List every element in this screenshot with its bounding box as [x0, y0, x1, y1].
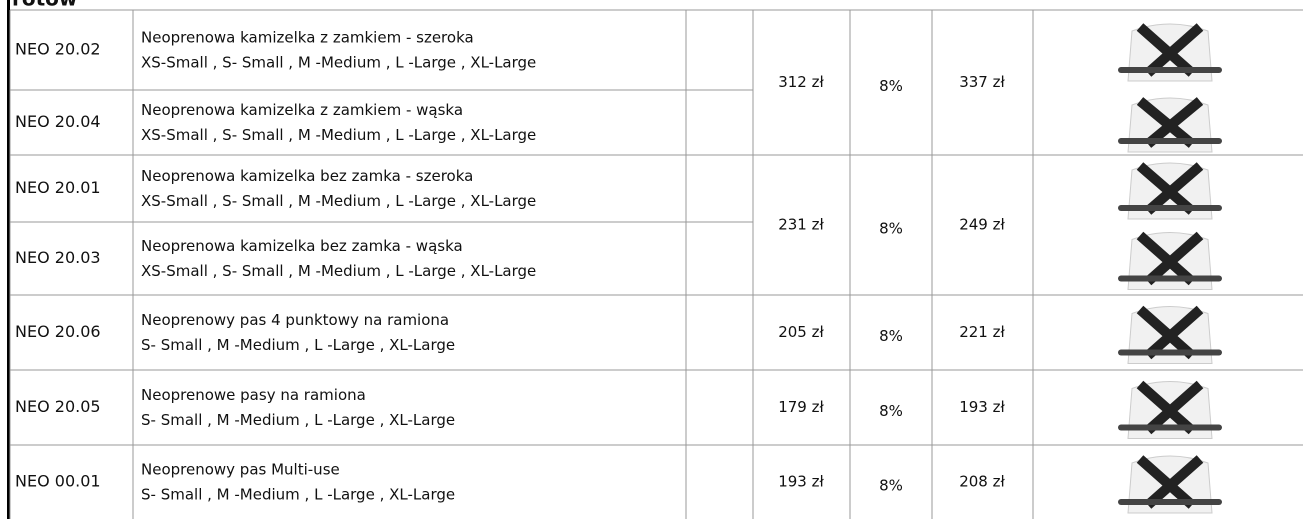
net-price: 193 zł: [778, 473, 824, 491]
net-price: 231 zł: [778, 216, 824, 234]
product-code: NEO 00.01: [15, 472, 101, 491]
net-price: 312 zł: [778, 73, 824, 91]
product-code: NEO 20.01: [15, 178, 101, 197]
gross-price: 208 zł: [959, 473, 1005, 491]
gross-price: 193 zł: [959, 398, 1005, 416]
gross-price: 249 zł: [959, 216, 1005, 234]
net-price: 179 zł: [778, 398, 824, 416]
product-sizes: XS-Small , S- Small , M -Medium , L -Lar…: [141, 192, 536, 210]
product-sizes: S- Small , M -Medium , L -Large , XL-Lar…: [141, 486, 455, 504]
product-image: [1118, 499, 1222, 505]
page: rotów NEO 20.02 Neoprenowa kamizelka z za…: [0, 0, 1303, 519]
product-image: [1118, 425, 1222, 431]
product-sizes: S- Small , M -Medium , L -Large , XL-Lar…: [141, 411, 455, 429]
gross-price: 337 zł: [959, 73, 1005, 91]
product-name: Neoprenowa kamizelka z zamkiem - wąska: [141, 101, 463, 119]
product-image: [1118, 276, 1222, 282]
gross-price: 221 zł: [959, 323, 1005, 341]
product-code: NEO 20.04: [15, 112, 101, 131]
product-code: NEO 20.06: [15, 322, 101, 341]
vat-rate: 8%: [879, 220, 903, 238]
product-image: [1118, 138, 1222, 144]
vat-rate: 8%: [879, 327, 903, 345]
product-name: Neoprenowy pas Multi-use: [141, 461, 340, 479]
product-sizes: XS-Small , S- Small , M -Medium , L -Lar…: [141, 54, 536, 72]
product-sizes: XS-Small , S- Small , M -Medium , L -Lar…: [141, 126, 536, 144]
product-name: Neoprenowy pas 4 punktowy na ramiona: [141, 311, 449, 329]
product-code: NEO 20.02: [15, 40, 101, 59]
product-code: NEO 20.05: [15, 397, 101, 416]
product-code: NEO 20.03: [15, 248, 101, 267]
product-name: Neoprenowa kamizelka bez zamka - wąska: [141, 237, 463, 255]
header-title: rotów: [12, 0, 77, 11]
product-name: Neoprenowe pasy na ramiona: [141, 386, 366, 404]
vat-rate: 8%: [879, 477, 903, 495]
product-image: [1118, 350, 1222, 356]
product-sizes: S- Small , M -Medium , L -Large , XL-Lar…: [141, 336, 455, 354]
product-image: [1118, 205, 1222, 211]
vat-rate: 8%: [879, 402, 903, 420]
product-name: Neoprenowa kamizelka z zamkiem - szeroka: [141, 29, 474, 47]
product-name: Neoprenowa kamizelka bez zamka - szeroka: [141, 167, 473, 185]
product-image: [1118, 67, 1222, 73]
net-price: 205 zł: [778, 323, 824, 341]
vat-rate: 8%: [879, 77, 903, 95]
product-sizes: XS-Small , S- Small , M -Medium , L -Lar…: [141, 262, 536, 280]
